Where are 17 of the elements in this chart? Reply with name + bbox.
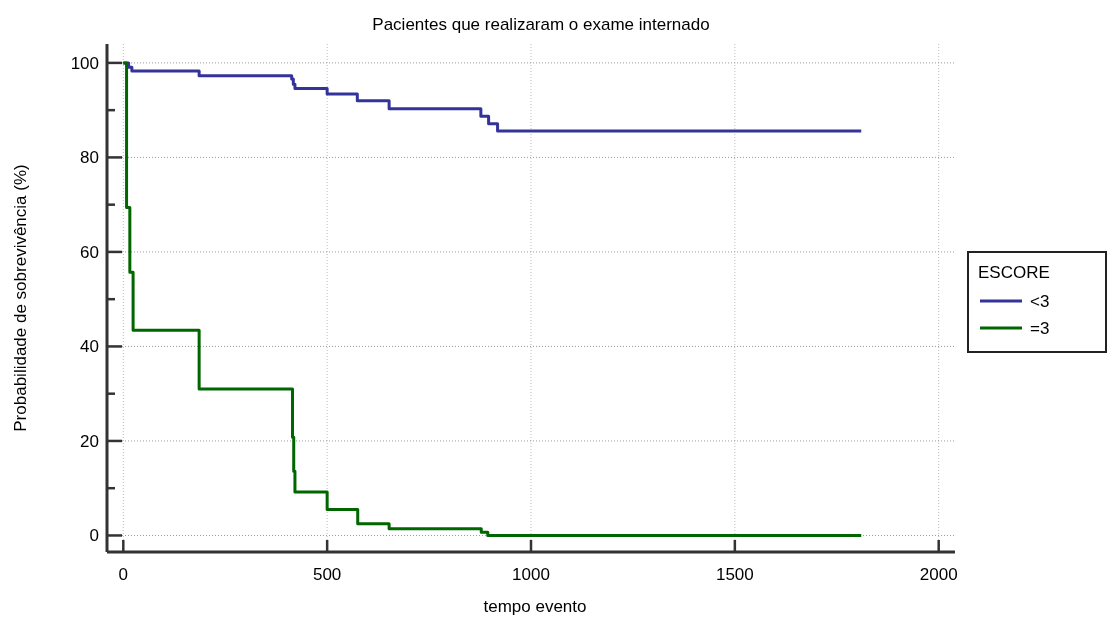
legend-label: =3 xyxy=(1030,318,1050,338)
y-tick-label: 80 xyxy=(80,148,99,168)
chart-title: Pacientes que realizaram o exame internado xyxy=(372,15,710,34)
legend-label: <3 xyxy=(1030,291,1050,311)
y-tick-label: 40 xyxy=(80,337,99,357)
y-tick-label: 60 xyxy=(80,242,99,262)
y-tick-label: 20 xyxy=(80,431,99,451)
x-tick-label: 500 xyxy=(312,565,342,584)
x-tick-label: 0 xyxy=(118,565,129,584)
x-axis-title: tempo evento xyxy=(483,597,587,616)
y-axis-title: Probabilidade de sobrevivência (%) xyxy=(11,164,30,432)
x-tick-label: 1000 xyxy=(512,565,550,584)
y-tick-label: 0 xyxy=(89,526,99,546)
y-tick-label: 100 xyxy=(70,53,99,73)
x-tick-label: 1500 xyxy=(715,565,754,584)
legend-title: ESCORE xyxy=(978,263,1050,282)
x-tick-label: 2000 xyxy=(919,565,958,584)
